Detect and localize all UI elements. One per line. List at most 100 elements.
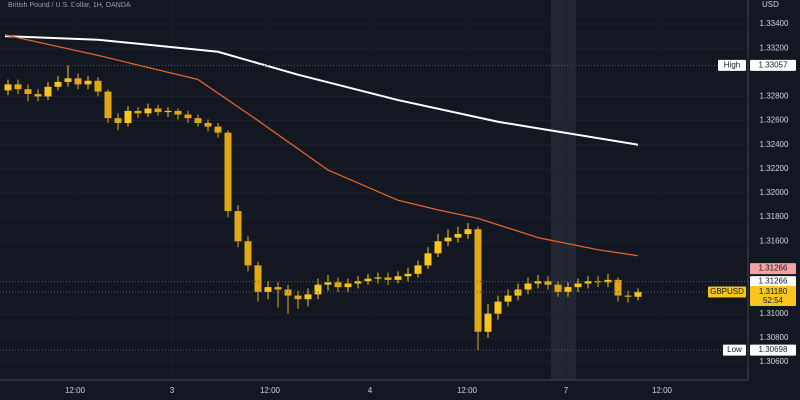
candle-body	[164, 110, 172, 113]
candle-body	[454, 234, 462, 238]
candle-body	[84, 80, 92, 85]
candle-body	[54, 81, 62, 87]
x-tick-label: 12:00	[652, 386, 673, 395]
candle-body	[104, 91, 112, 119]
candle-body	[564, 287, 572, 292]
candle-body	[194, 118, 202, 123]
candle-body	[64, 78, 72, 82]
candle-body	[344, 283, 352, 288]
y-tick-label: 1.31000	[760, 309, 789, 318]
candle-body	[374, 277, 382, 279]
y-tick-label: 1.32400	[760, 140, 789, 149]
candle-body	[584, 281, 592, 284]
price-tag-value: 1.31266	[759, 264, 788, 273]
price-tag-value: 1.30698	[759, 345, 788, 354]
x-tick-label: 4	[368, 386, 373, 395]
price-tag	[750, 285, 796, 306]
x-tick-label: 12:00	[260, 386, 281, 395]
candle-body	[414, 265, 422, 274]
candle-body	[114, 118, 122, 123]
candle-body	[404, 273, 412, 277]
price-tag-name: Low	[727, 345, 742, 354]
candle-body	[514, 289, 522, 296]
candle-body	[364, 278, 372, 282]
candle-body	[284, 289, 292, 296]
candle-body	[254, 265, 262, 292]
price-countdown: 52:54	[763, 296, 784, 305]
candle-body	[354, 281, 362, 284]
currency-label: USD	[762, 0, 779, 9]
x-tick-label: 12:00	[65, 386, 86, 395]
x-tick-label: 7	[564, 386, 569, 395]
candle-body	[524, 283, 532, 290]
candle-body	[424, 253, 432, 266]
y-tick-label: 1.33400	[760, 19, 789, 28]
y-tick-label: 1.33200	[760, 43, 789, 52]
candle-body	[394, 276, 402, 280]
session-highlight	[551, 0, 576, 380]
candle-body	[614, 279, 622, 296]
candle-body	[134, 110, 142, 114]
candle-body	[4, 84, 12, 91]
candle-body	[74, 78, 82, 85]
candle-body	[224, 132, 232, 212]
candle-body	[274, 287, 282, 290]
chart-title: British Pound / U.S. Dollar, 1H, OANDA	[8, 2, 131, 9]
y-tick-label: 1.32200	[760, 164, 789, 173]
candle-body	[184, 114, 192, 119]
candle-body	[444, 237, 452, 242]
candle-body	[554, 284, 562, 292]
candle-body	[124, 110, 132, 123]
price-tag-name-box	[718, 59, 746, 71]
candle-body	[314, 284, 322, 295]
candle-body	[234, 211, 242, 242]
y-tick-label: 1.30800	[760, 333, 789, 342]
candle-body	[264, 287, 272, 292]
price-tag-value: 1.31266	[759, 277, 788, 286]
candle-body	[494, 301, 502, 314]
candle-body	[334, 282, 342, 288]
y-tick-label: 1.32600	[760, 116, 789, 125]
candle-body	[94, 80, 102, 92]
candle-body	[174, 110, 182, 115]
y-tick-label: 1.32000	[760, 188, 789, 197]
candle-body	[634, 291, 642, 297]
candle-body	[434, 241, 442, 254]
price-tag-name-box	[708, 286, 746, 298]
price-tag	[750, 59, 796, 71]
candle-body	[624, 295, 632, 297]
candle-body	[534, 281, 542, 284]
candle-body	[544, 281, 552, 285]
candle-body	[504, 295, 512, 302]
candle-body	[154, 108, 162, 113]
candle-body	[204, 122, 212, 127]
y-tick-label: 1.31600	[760, 236, 789, 245]
x-tick-label: 3	[170, 386, 175, 395]
candle-body	[324, 282, 332, 285]
price-tag-name: GBPUSD	[710, 287, 744, 296]
candle-body	[484, 313, 492, 332]
candle-body	[244, 241, 252, 266]
candle-body	[44, 86, 52, 97]
y-tick-label: 1.32800	[760, 92, 789, 101]
candle-body	[474, 229, 482, 332]
candle-body	[24, 89, 32, 95]
price-tag	[750, 263, 796, 275]
y-tick-label: 1.30600	[760, 357, 789, 366]
price-tag	[750, 344, 796, 356]
candle-body	[384, 277, 392, 280]
candle-body	[34, 94, 42, 97]
x-tick-label: 12:00	[457, 386, 478, 395]
candle-body	[574, 283, 582, 288]
candle-body	[294, 295, 302, 300]
price-tag-name: High	[724, 61, 740, 70]
moving-average	[4, 35, 639, 146]
candle-body	[464, 229, 472, 235]
candle-body	[604, 279, 612, 283]
candle-body	[144, 108, 152, 114]
price-tag-value: 1.33057	[759, 61, 788, 70]
candle-body	[304, 294, 312, 300]
